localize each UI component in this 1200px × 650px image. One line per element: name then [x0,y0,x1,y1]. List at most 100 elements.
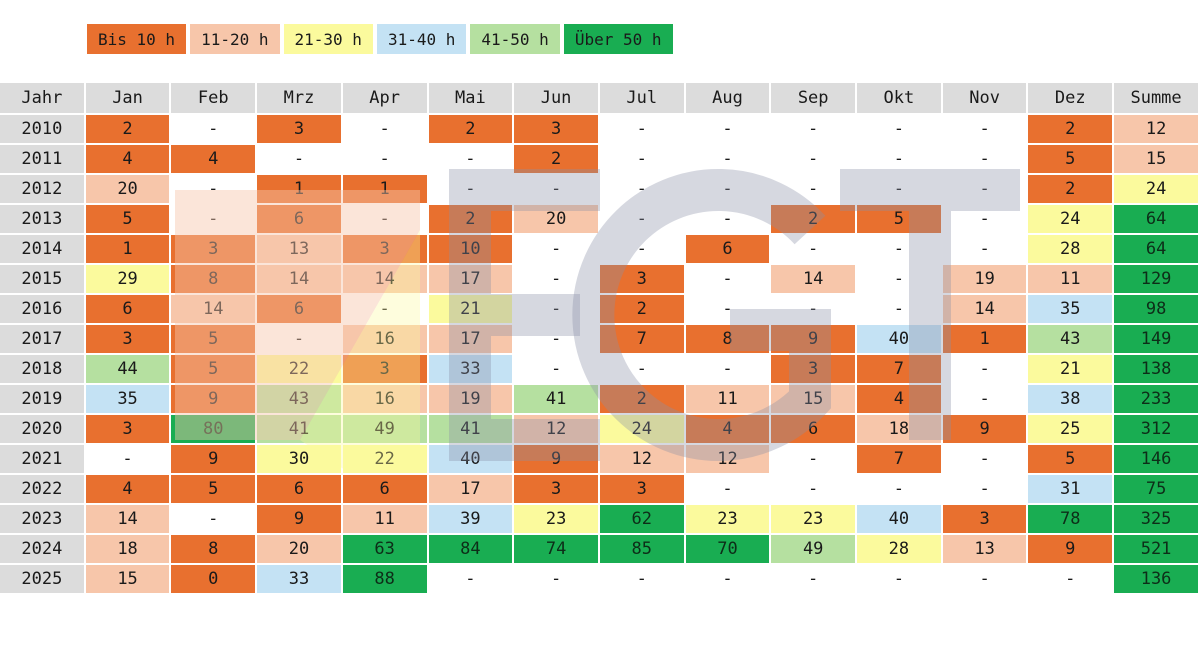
heatmap-cell: 35 [1028,295,1113,323]
heatmap-cell: 1 [257,175,341,203]
heatmap-cell: - [685,475,770,503]
heatmap-cell: - [942,565,1027,593]
table-row: 2015 29 8 14 14 17-3-14-19 11 129 [0,265,1198,293]
heatmap-cell: 14 [342,265,427,293]
heatmap-cell: 15 [771,385,856,413]
heatmap-cell: - [685,175,770,203]
heatmap-cell: 9 [1028,535,1113,563]
heatmap-cell: - [599,235,684,263]
column-header: Sep [771,83,856,113]
column-header: Summe [1114,83,1198,113]
heatmap-cell: 85 [599,535,684,563]
heatmap-cell: - [857,175,941,203]
heatmap-cell: - [685,265,770,293]
heatmap-cell: - [257,325,341,353]
heatmap-cell: 78 [1028,505,1113,533]
heatmap-cell: 2 [1028,115,1113,143]
heatmap-cell: - [685,295,770,323]
heatmap-cell: - [771,475,856,503]
heatmap-cell: 38 [1028,385,1113,413]
column-header: Jul [599,83,684,113]
column-header: Nov [942,83,1027,113]
header-row: Jahr Jan Feb Mrz Apr Mai Jun Jul Aug Sep Okt Nov Dez… [0,83,1198,113]
heatmap-cell: 41 [514,385,598,413]
heatmap-cell: 7 [857,355,941,383]
column-header: Okt [857,83,941,113]
column-header: Apr [342,83,427,113]
heatmap-cell: - [428,175,513,203]
table-row: 2017 3 5-16 17-7 8 9 40 1 43 149 [0,325,1198,353]
row-year-label: 2020 [0,415,84,443]
row-total-cell: 136 [1114,565,1198,593]
heatmap-cell: - [771,565,856,593]
heatmap-cell: 6 [85,295,170,323]
heatmap-cell: 5 [171,475,256,503]
heatmap-cell: 1 [342,175,427,203]
heatmap-cell: - [942,145,1027,173]
heatmap-cell: 3 [599,265,684,293]
heatmap-cell: 40 [428,445,513,473]
row-total-cell: 312 [1114,415,1198,443]
table-row: 2019 35 9 43 16 19 41 2 11 15 4-38 233 [0,385,1198,413]
table-row: 2021-9 30 22 40 9 12 12-7-5 146 [0,445,1198,473]
heatmap-cell: 4 [85,475,170,503]
heatmap-cell: 4 [685,415,770,443]
heatmap-cell: - [942,445,1027,473]
table-row: 2016 6 14 6-21-2- - -14 35 98 [0,295,1198,323]
heatmap-cell: 9 [514,445,598,473]
heatmap-body: 2010 2-3-2 3- - - - -2 12 2011 4 4- - -2- - - - -5 15 2012… [0,115,1198,593]
heatmap-cell: 3 [171,235,256,263]
heatmap-cell: 2 [1028,175,1113,203]
heatmap-cell: - [857,565,941,593]
heatmap-cell: - [599,145,684,173]
heatmap-cell: - [685,115,770,143]
heatmap-cell: - [771,145,856,173]
legend-item: 21-30 h [283,24,373,54]
heatmap-cell: 19 [942,265,1027,293]
heatmap-cell: 2 [428,115,513,143]
heatmap-cell: 2 [599,385,684,413]
heatmap-cell: - [599,115,684,143]
heatmap-cell: 49 [771,535,856,563]
heatmap-cell: 18 [857,415,941,443]
column-header: Jun [514,83,598,113]
heatmap-cell: 1 [942,325,1027,353]
heatmap-cell: 20 [514,205,598,233]
heatmap-cell: 2 [85,115,170,143]
heatmap-cell: 13 [257,235,341,263]
heatmap-cell: - [514,175,598,203]
heatmap-cell: 12 [685,445,770,473]
row-year-label: 2010 [0,115,84,143]
heatmap-cell: - [857,265,941,293]
heatmap-cell: - [942,175,1027,203]
table-row: 2018 44 5 22 3 33- - -3 7-21 138 [0,355,1198,383]
legend-item: Über 50 h [563,24,673,54]
heatmap-cell: 39 [428,505,513,533]
column-header: Dez [1028,83,1113,113]
heatmap-cell: - [428,145,513,173]
heatmap-cell: 14 [85,505,170,533]
heatmap-cell: - [599,565,684,593]
heatmap-cell: 12 [599,445,684,473]
heatmap-cell: 62 [599,505,684,533]
heatmap-cell: 35 [85,385,170,413]
heatmap-cell: 5 [171,325,256,353]
heatmap-cell: 6 [771,415,856,443]
heatmap-cell: 1 [85,235,170,263]
heatmap-cell: 6 [257,205,341,233]
table-row: 2022 4 5 6 6 17 3 3- - - -31 75 [0,475,1198,503]
row-total-cell: 75 [1114,475,1198,503]
table-row: 2020 3 80 41 49 41 12 24 4 6 18 9 25 312 [0,415,1198,443]
heatmap-cell: - [514,265,598,293]
table-row: 2025 15 0 33 88- - - - - - - -136 [0,565,1198,593]
heatmap-header: Jahr Jan Feb Mrz Apr Mai Jun Jul Aug Sep Okt Nov Dez… [0,83,1198,113]
heatmap-cell: 17 [428,325,513,353]
heatmap-cell: - [171,175,256,203]
row-total-cell: 138 [1114,355,1198,383]
legend-item: Bis 10 h [87,24,187,54]
heatmap-cell: 3 [85,415,170,443]
row-year-label: 2021 [0,445,84,473]
heatmap-cell: - [685,205,770,233]
heatmap-cell: 3 [514,115,598,143]
heatmap-cell: - [857,295,941,323]
